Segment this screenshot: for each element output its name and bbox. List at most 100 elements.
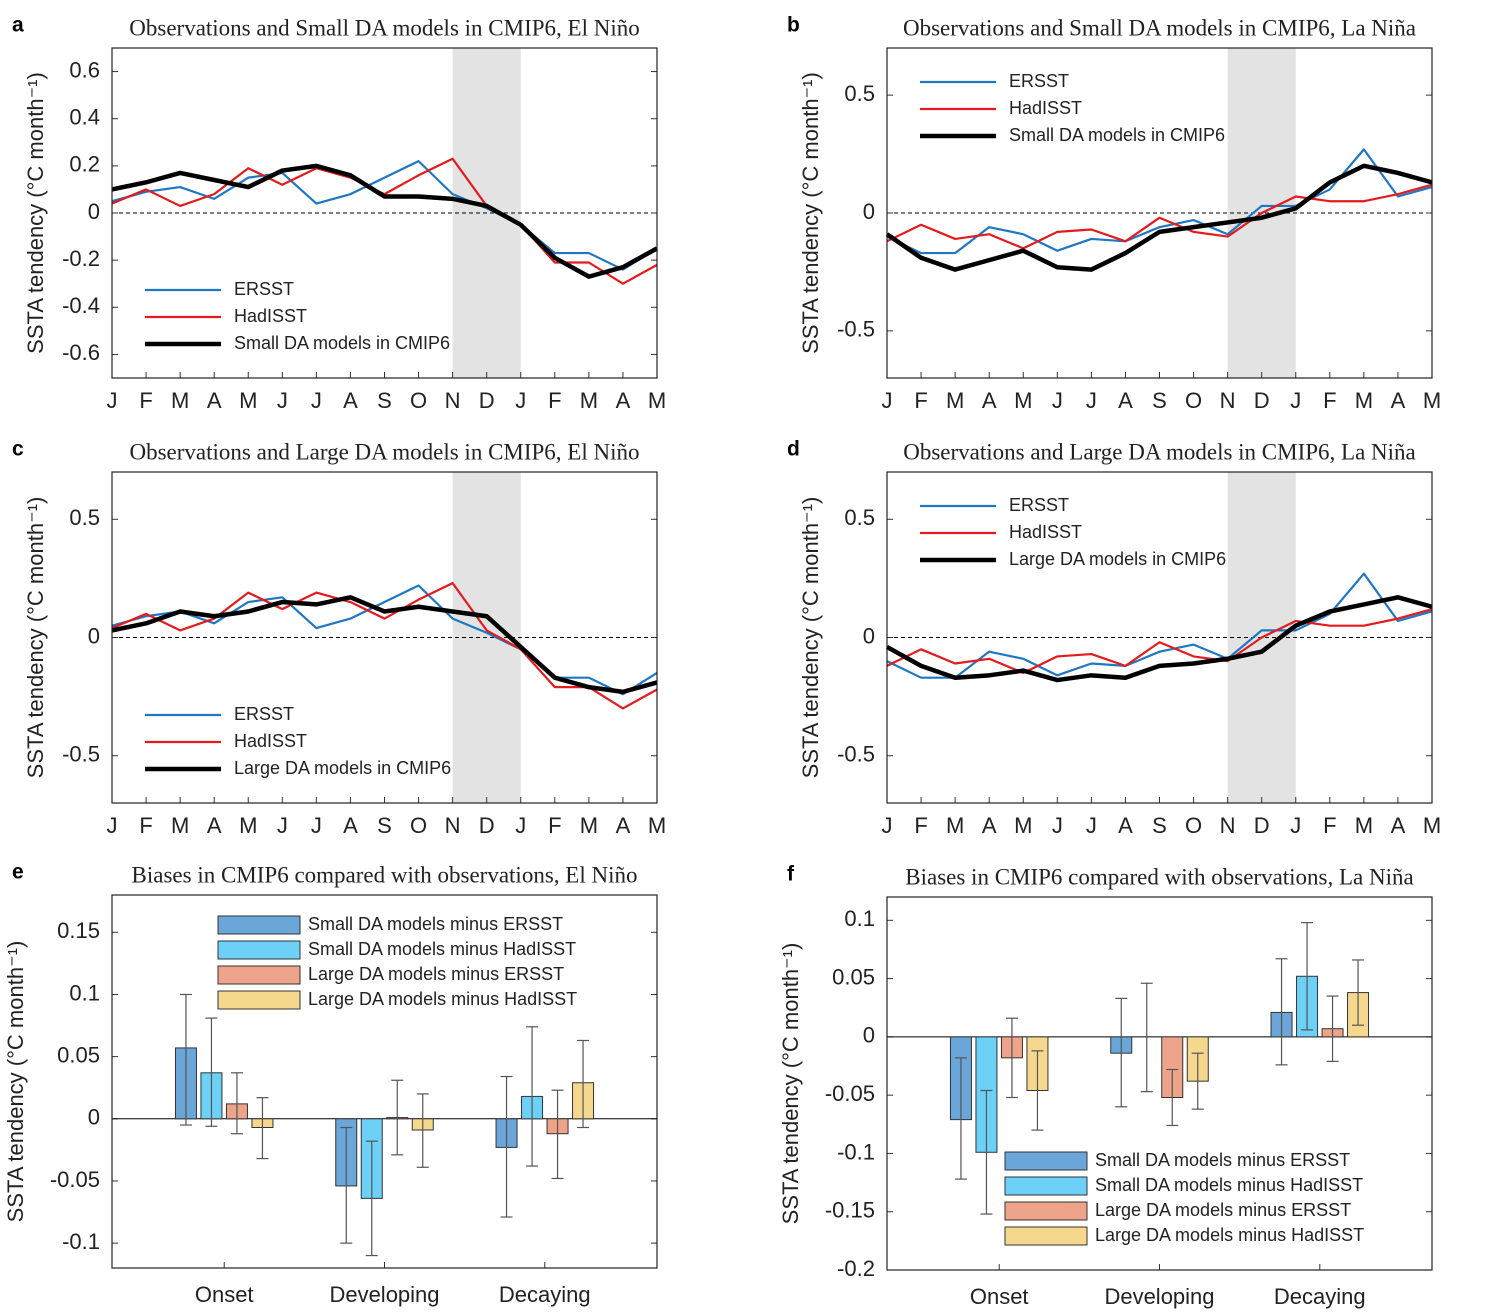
plot-area xyxy=(887,48,1432,378)
x-tick-label: O xyxy=(1185,388,1202,413)
panel-title: Observations and Small DA models in CMIP… xyxy=(903,15,1416,40)
x-tick-label: M xyxy=(580,813,598,838)
panel-title: Biases in CMIP6 compared with observatio… xyxy=(132,862,638,887)
x-tick-label: J xyxy=(1086,388,1097,413)
x-tick-label: J xyxy=(515,388,526,413)
legend-swatch xyxy=(217,940,301,960)
x-tick-label: J xyxy=(882,388,893,413)
x-tick-label: J xyxy=(277,813,288,838)
x-tick-label: M xyxy=(1014,813,1032,838)
x-tick-label: J xyxy=(107,388,118,413)
x-tick-label: N xyxy=(1220,813,1236,838)
x-tick-label: A xyxy=(1118,388,1133,413)
x-tick-label: A xyxy=(1391,388,1406,413)
panel: e Biases in CMIP6 compared with observati… xyxy=(3,861,657,1307)
y-tick-label: 0 xyxy=(88,1105,100,1130)
legend-label: Small DA models minus HadISST xyxy=(308,939,576,959)
panel-letter: d xyxy=(787,438,800,461)
x-tick-label: M xyxy=(1355,813,1373,838)
panel-letter: b xyxy=(787,14,800,37)
panel-title: Observations and Large DA models in CMIP… xyxy=(903,439,1416,464)
x-tick-label: M xyxy=(1355,388,1373,413)
x-tick-label: Decaying xyxy=(499,1282,591,1307)
x-tick-label: F xyxy=(548,813,561,838)
y-tick-label: 0.4 xyxy=(69,105,100,130)
x-tick-label: Developing xyxy=(1104,1284,1214,1309)
legend-swatch xyxy=(1004,1151,1088,1171)
x-tick-label: O xyxy=(410,388,427,413)
x-tick-label: Developing xyxy=(329,1282,439,1307)
x-tick-label: A xyxy=(1118,813,1133,838)
x-tick-label: J xyxy=(277,388,288,413)
series-line xyxy=(111,582,658,710)
x-tick-label: M xyxy=(946,388,964,413)
x-tick-label: J xyxy=(1052,813,1063,838)
legend-label: HadISST xyxy=(1009,98,1082,118)
legend-swatch xyxy=(1004,1226,1088,1246)
legend-label: Large DA models in CMIP6 xyxy=(1009,549,1226,569)
x-tick-label: J xyxy=(1290,813,1301,838)
panel-letter: e xyxy=(12,861,24,884)
y-axis-label: SSTA tendency (°C month⁻¹) xyxy=(798,72,823,354)
panel-title: Biases in CMIP6 compared with observatio… xyxy=(905,864,1413,889)
x-tick-label: O xyxy=(1185,813,1202,838)
x-tick-label: S xyxy=(1152,813,1167,838)
x-tick-label: F xyxy=(914,388,927,413)
y-tick-label: 0 xyxy=(863,199,875,224)
x-tick-label: M xyxy=(580,388,598,413)
x-tick-label: M xyxy=(648,388,666,413)
x-tick-label: F xyxy=(139,813,152,838)
axes-frame xyxy=(886,896,1433,1271)
x-tick-label: A xyxy=(616,813,631,838)
legend-label: HadISST xyxy=(234,731,307,751)
x-tick-label: A xyxy=(982,813,997,838)
legend-label: ERSST xyxy=(234,704,294,724)
series-line xyxy=(111,595,658,695)
x-tick-label: D xyxy=(1254,813,1270,838)
panel-title: Observations and Small DA models in CMIP… xyxy=(129,15,639,40)
x-tick-label: F xyxy=(1323,813,1336,838)
legend-swatch xyxy=(1004,1201,1088,1221)
series-line xyxy=(886,608,1433,675)
legend-label: HadISST xyxy=(234,306,307,326)
axes-frame xyxy=(111,47,658,379)
axes-frame xyxy=(886,471,1433,804)
legend-swatch xyxy=(217,915,301,935)
y-axis-label: SSTA tendency (°C month⁻¹) xyxy=(23,72,48,354)
x-tick-label: M xyxy=(946,813,964,838)
axes-frame xyxy=(886,47,1433,379)
legend-label: ERSST xyxy=(234,279,294,299)
y-tick-label: 0 xyxy=(863,623,875,648)
x-tick-label: A xyxy=(1391,813,1406,838)
legend-label: Small DA models in CMIP6 xyxy=(234,333,450,353)
y-tick-label: 0.05 xyxy=(832,964,875,989)
y-tick-label: -0.1 xyxy=(837,1139,875,1164)
y-tick-label: -0.05 xyxy=(825,1081,875,1106)
y-tick-label: -0.4 xyxy=(62,293,100,318)
x-tick-label: J xyxy=(1086,813,1097,838)
x-tick-label: M xyxy=(239,813,257,838)
axes-frame xyxy=(111,894,658,1269)
series-line xyxy=(111,584,658,696)
x-tick-label: M xyxy=(239,388,257,413)
y-tick-label: 0.1 xyxy=(69,980,100,1005)
x-tick-label: F xyxy=(914,813,927,838)
legend-label: Large DA models minus ERSST xyxy=(308,964,564,984)
x-tick-label: A xyxy=(982,388,997,413)
y-tick-label: -0.5 xyxy=(62,742,100,767)
x-tick-label: F xyxy=(139,388,152,413)
x-tick-label: D xyxy=(479,388,495,413)
x-tick-label: J xyxy=(882,813,893,838)
x-tick-label: S xyxy=(377,813,392,838)
series-line xyxy=(886,183,1433,250)
y-tick-label: -0.2 xyxy=(62,246,100,271)
y-axis-label: SSTA tendency (°C month⁻¹) xyxy=(798,497,823,779)
legend-label: Small DA models minus HadISST xyxy=(1095,1175,1363,1195)
x-tick-label: N xyxy=(445,813,461,838)
y-tick-label: 0 xyxy=(88,199,100,224)
y-tick-label: 0.5 xyxy=(844,505,875,530)
x-tick-label: J xyxy=(311,388,322,413)
x-tick-label: M xyxy=(171,388,189,413)
panel-letter: f xyxy=(787,863,795,886)
